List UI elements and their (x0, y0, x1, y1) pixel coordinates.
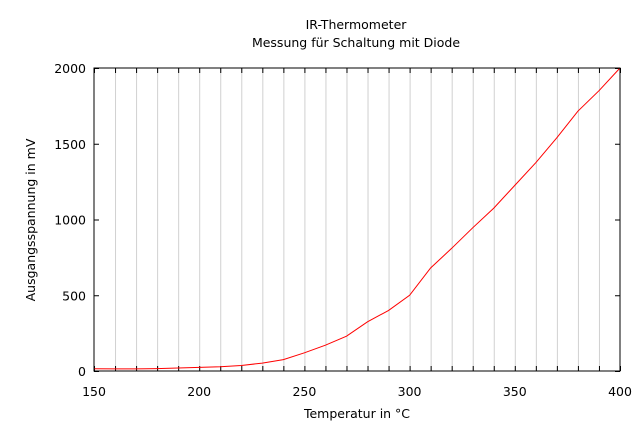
x-tick-label-350: 350 (503, 384, 527, 399)
series-line-1 (93, 67, 621, 370)
x-tick-label-200: 200 (187, 384, 211, 399)
x-tick-label-250: 250 (292, 384, 316, 399)
chart-title: IR-Thermometer (306, 17, 408, 32)
y-tick-labels: 0 500 1000 1500 2000 (54, 61, 86, 379)
x-tick-label-300: 300 (398, 384, 422, 399)
grid-lines (115, 68, 600, 371)
axis-ticks (94, 68, 621, 372)
y-tick-label-1500: 1500 (54, 137, 86, 152)
plot-frame (93, 67, 621, 372)
chart-subtitle: Messung für Schaltung mit Diode (252, 35, 460, 50)
y-tick-label-2000: 2000 (54, 61, 86, 76)
x-tick-labels: 150 200 250 300 350 400 (82, 384, 632, 399)
x-tick-label-150: 150 (82, 384, 106, 399)
y-axis-label: Ausgangsspannung in mV (23, 138, 38, 301)
x-axis-label: Temperatur in °C (303, 406, 410, 421)
y-tick-label-500: 500 (62, 288, 86, 303)
x-tick-label-400: 400 (608, 384, 632, 399)
y-tick-label-0: 0 (78, 364, 86, 379)
y-tick-label-1000: 1000 (54, 213, 86, 228)
series-layer (93, 67, 621, 370)
